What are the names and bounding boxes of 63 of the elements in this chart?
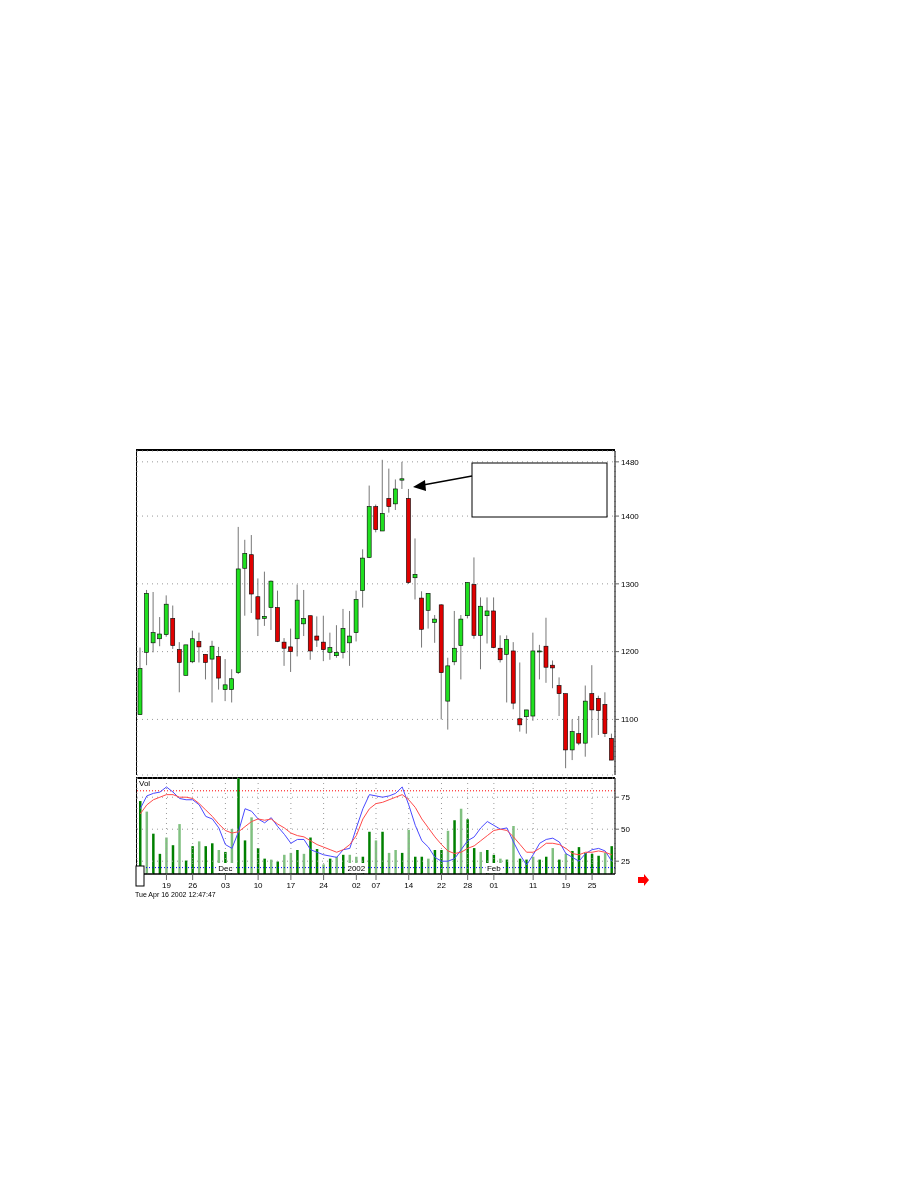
bar: [610, 846, 613, 874]
y-tick-label: 1400: [621, 511, 640, 521]
bar: [283, 854, 286, 874]
bar: [165, 837, 168, 874]
x-tick-label: 24: [319, 880, 329, 890]
chart-title: Vol: [139, 779, 151, 788]
bar: [322, 864, 325, 874]
candlestick: [399, 461, 405, 490]
bar: [296, 850, 299, 874]
bar: [479, 851, 482, 874]
x-tick-label: 22: [437, 880, 447, 890]
candlestick: [393, 478, 398, 511]
y-tick-label: 25: [621, 857, 631, 867]
y-tick-label: 50: [621, 825, 631, 835]
bar: [394, 850, 397, 874]
bar: [211, 843, 214, 874]
bar: [427, 858, 430, 874]
x-tick-label: 02: [351, 880, 362, 890]
bar: [584, 852, 587, 874]
y-tick-label: 1480: [621, 457, 640, 467]
bar: [335, 856, 338, 874]
x-tick-label: 10: [253, 880, 264, 890]
bar: [368, 831, 371, 874]
x-tick-label: 03: [220, 880, 231, 890]
bar: [381, 831, 384, 874]
x-tick-label: 25: [587, 880, 598, 890]
bar: [538, 859, 541, 874]
bar: [440, 850, 443, 874]
bar: [250, 817, 253, 874]
bar: [191, 846, 194, 874]
bar: [466, 819, 469, 874]
x-tick-label: 19: [162, 880, 172, 890]
bar: [453, 820, 456, 874]
bar: [152, 833, 155, 874]
x-tick-label: 11: [528, 880, 538, 890]
bar: [237, 778, 240, 874]
bar: [309, 837, 312, 874]
candlestick: [432, 614, 437, 644]
x-tick-label: 17: [286, 880, 296, 890]
candlestick: [379, 459, 385, 532]
y-tick-label: 1200: [621, 647, 640, 657]
x-tick-label: 26: [188, 880, 198, 890]
x-tick-label: 07: [371, 880, 381, 890]
x-tick-label: 28: [463, 880, 473, 890]
x-tick-label: 01: [489, 880, 499, 890]
annotation: Dec: [218, 864, 233, 873]
y-tick-label: 1300: [621, 579, 640, 589]
bar: [263, 858, 266, 874]
x-tick-label: 14: [404, 880, 414, 890]
candlestick: [452, 610, 457, 666]
y-tick-label: 75: [621, 793, 631, 803]
bar: [204, 846, 207, 874]
annotation: Feb: [486, 864, 502, 873]
bar: [597, 855, 600, 874]
annotation: 2002: [347, 864, 366, 873]
bar: [178, 824, 181, 874]
x-tick-label: 19: [561, 880, 571, 890]
y-tick-label: 1100: [621, 715, 639, 725]
bar: [558, 859, 561, 874]
candlestick: [386, 468, 392, 514]
candlestick: [517, 661, 523, 733]
bar: [414, 856, 417, 874]
bar: [407, 829, 410, 874]
